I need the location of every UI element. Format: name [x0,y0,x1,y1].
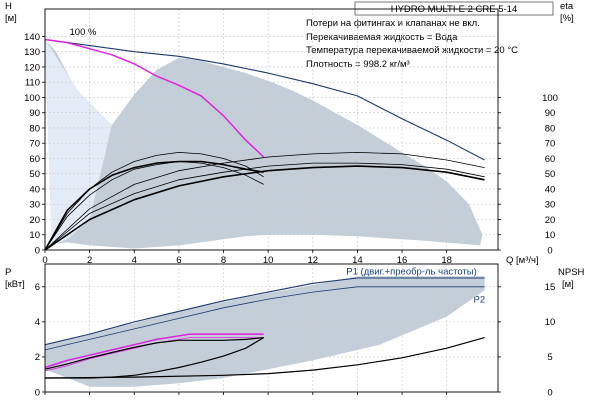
series-line-p1-100- [44,333,264,369]
series-line-eta-6 [44,160,264,251]
y-tick-label: 130 [24,47,40,58]
series-line-h-max [44,38,485,161]
y-tick-label-right: 80 [545,123,556,134]
info-line: Перекачиваемая жидкость = Вода [306,32,458,43]
y-tick-label: 2 [35,352,40,363]
y-axis-unit-right: [м] [562,279,574,290]
y-tick-label: 120 [24,62,40,73]
x-tick-label: 4 [132,255,137,266]
y-tick-label-right: 15 [545,282,556,293]
y-tick-label: 20 [29,215,40,226]
y-tick-label-right: 90 [545,108,556,119]
y-axis-unit-left: [м] [5,13,17,24]
plot-frame [44,8,499,251]
panel-power-npsh: 0 2 4 6 0 5 10 15 [35,263,556,398]
series-line-eta-5 [44,165,485,251]
y-tick-label-right: 60 [545,154,556,165]
series-line-p2-max [44,286,485,351]
x-tick-label: 12 [307,255,318,266]
chart-marks: 0102030405060708090100110120130140010203… [24,8,558,398]
x-tick-label: 6 [176,255,181,266]
y-axis-label-left: P [5,267,11,278]
info-line: Плотность = 998.2 кг/м³ [306,59,410,70]
y-tick-label: 70 [29,139,40,150]
y-tick-label: 50 [29,169,40,180]
x-tick-label: 0 [42,255,47,266]
x-tick-label: 2 [87,255,92,266]
y-tick-label-right: 10 [545,317,556,328]
info-line: Потери на фитингах и клапанах не вкл. [306,18,480,29]
y-tick-label-right: 20 [545,215,556,226]
y-tick-label: 40 [29,184,40,195]
x-tick-label: 14 [352,255,363,266]
y-tick-label: 60 [29,154,40,165]
x-axis-label: Q [м³/ч] [506,255,539,266]
panel-head-efficiency: 0102030405060708090100110120130140010203… [24,8,558,266]
chart-title: HYDRO MULTI-E 2 CRE 5-14 [391,4,518,15]
y-tick-label-right: 40 [545,184,556,195]
series-line-npsh [44,337,485,379]
x-tick-label: 16 [397,255,408,266]
annotation-100-percent: 100 % [70,27,97,38]
series-line-h-100- [44,38,265,158]
series-line-eta-2 [44,161,264,251]
series-line-eta-3 [44,152,485,251]
y-axis-label-right: eta [560,1,574,12]
x-tick-label: 18 [441,255,452,266]
y-tick-label-right: 0 [547,245,552,256]
y-axis-label-left: H [5,1,12,12]
series-line-p-100-black [44,337,264,370]
y-tick-label: 4 [35,317,40,328]
series-line-eta-4 [44,162,485,251]
y-axis-label-right: NPSH [558,267,585,278]
y-tick-label-right: 0 [547,387,552,398]
y-tick-label: 90 [29,108,40,119]
y-tick-label-right: 50 [545,169,556,180]
y-tick-label-right: 5 [547,352,552,363]
y-tick-label: 0 [35,387,40,398]
y-tick-label-right: 10 [545,230,556,241]
info-line: Температура перекачиваемой жидкости = 20… [306,45,518,56]
y-axis-unit-right: [%] [560,13,574,24]
envelope-highlight [45,39,112,246]
y-tick-label: 110 [25,78,40,89]
operating-envelope [45,39,483,249]
y-tick-label: 0 [35,245,40,256]
y-tick-label: 80 [29,123,40,134]
series-line-p1-max [44,277,485,346]
y-tick-label-right: 100 [542,93,558,104]
y-axis-unit-left: [кВт] [5,279,25,290]
x-tick-label: 10 [263,255,274,266]
y-tick-label: 10 [29,230,40,241]
series-label-p2: P2 [474,295,486,306]
plot-frame [44,263,499,393]
y-tick-label: 100 [24,93,40,104]
y-tick-label: 6 [35,282,40,293]
series-label-p1: P1 (двиг.+преобр-ль частоты) [346,267,476,278]
operating-envelope [45,276,485,387]
x-tick-label: 8 [221,255,226,266]
title-box: HYDRO MULTI-E 2 CRE 5-14 [354,1,554,16]
y-tick-label-right: 70 [545,139,556,150]
y-tick-label: 30 [29,200,40,211]
y-tick-label-right: 30 [545,200,556,211]
y-tick-label: 140 [24,32,40,43]
